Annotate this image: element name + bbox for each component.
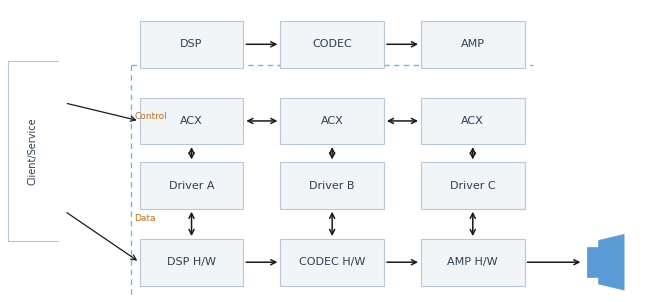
FancyBboxPatch shape [140, 21, 244, 68]
FancyBboxPatch shape [280, 21, 384, 68]
FancyBboxPatch shape [421, 162, 525, 209]
Text: DSP H/W: DSP H/W [167, 257, 216, 267]
Text: AMP H/W: AMP H/W [448, 257, 498, 267]
Text: Control: Control [135, 112, 167, 121]
Text: Driver A: Driver A [169, 181, 214, 191]
Text: CODEC: CODEC [312, 39, 352, 49]
Text: Data: Data [135, 214, 156, 223]
Text: Driver C: Driver C [450, 181, 496, 191]
FancyBboxPatch shape [421, 239, 525, 285]
FancyBboxPatch shape [280, 162, 384, 209]
Text: DSP: DSP [180, 39, 203, 49]
FancyBboxPatch shape [140, 98, 244, 144]
Polygon shape [586, 247, 599, 277]
FancyBboxPatch shape [421, 98, 525, 144]
FancyBboxPatch shape [140, 162, 244, 209]
Text: CODEC H/W: CODEC H/W [299, 257, 365, 267]
FancyBboxPatch shape [140, 239, 244, 285]
Text: Client/Service: Client/Service [28, 117, 38, 185]
FancyBboxPatch shape [280, 98, 384, 144]
Text: ACX: ACX [462, 116, 484, 126]
Text: ACX: ACX [180, 116, 203, 126]
FancyBboxPatch shape [280, 239, 384, 285]
Text: AMP: AMP [461, 39, 484, 49]
Text: ACX: ACX [321, 116, 344, 126]
Text: Driver B: Driver B [309, 181, 355, 191]
Polygon shape [599, 234, 624, 290]
FancyBboxPatch shape [421, 21, 525, 68]
